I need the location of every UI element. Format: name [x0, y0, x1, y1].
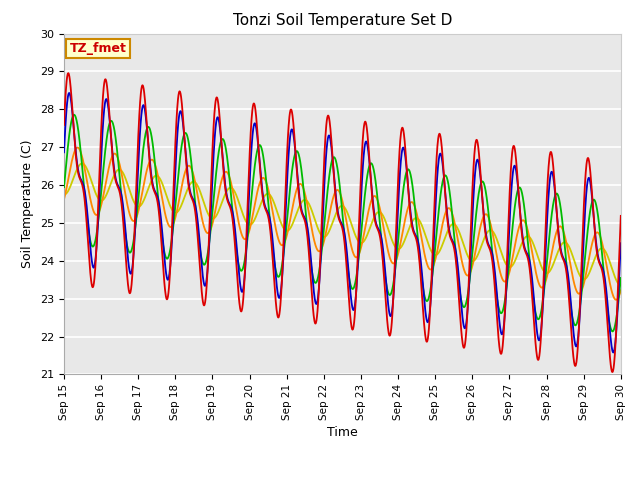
-16cm — [617, 288, 625, 293]
-8cm — [609, 328, 616, 334]
-32cm — [371, 213, 379, 219]
-16cm — [216, 186, 223, 192]
-8cm — [70, 112, 78, 118]
-8cm — [504, 268, 512, 274]
-8cm — [568, 311, 575, 317]
-4cm — [65, 90, 73, 96]
-4cm — [359, 167, 367, 173]
-8cm — [617, 275, 625, 281]
X-axis label: Time: Time — [327, 426, 358, 439]
-2cm — [371, 217, 379, 223]
-16cm — [584, 264, 591, 270]
-8cm — [584, 231, 591, 237]
-32cm — [504, 264, 512, 270]
-32cm — [78, 160, 86, 166]
-16cm — [504, 273, 512, 279]
-32cm — [359, 240, 367, 245]
Legend: -2cm, -4cm, -8cm, -16cm, -32cm: -2cm, -4cm, -8cm, -16cm, -32cm — [150, 476, 535, 480]
-4cm — [609, 349, 617, 355]
-8cm — [60, 184, 68, 190]
Line: -32cm: -32cm — [64, 163, 621, 286]
-2cm — [609, 369, 616, 375]
-4cm — [584, 180, 591, 186]
-4cm — [568, 311, 575, 316]
Line: -8cm: -8cm — [64, 115, 621, 331]
-16cm — [359, 238, 367, 243]
-2cm — [60, 122, 68, 128]
-4cm — [216, 122, 223, 128]
Y-axis label: Soil Temperature (C): Soil Temperature (C) — [22, 140, 35, 268]
-2cm — [216, 113, 223, 119]
-8cm — [216, 144, 223, 150]
-32cm — [617, 283, 625, 288]
-2cm — [584, 156, 591, 162]
-16cm — [371, 193, 379, 199]
Line: -4cm: -4cm — [64, 93, 621, 352]
-4cm — [60, 149, 68, 155]
-4cm — [617, 240, 625, 246]
-16cm — [612, 297, 620, 303]
-32cm — [584, 274, 591, 279]
-32cm — [216, 206, 223, 212]
Line: -2cm: -2cm — [64, 73, 621, 372]
Line: -16cm: -16cm — [64, 147, 621, 300]
-32cm — [568, 251, 575, 256]
-2cm — [568, 336, 575, 341]
-4cm — [371, 214, 379, 219]
-16cm — [568, 269, 575, 275]
-8cm — [359, 215, 367, 220]
Title: Tonzi Soil Temperature Set D: Tonzi Soil Temperature Set D — [233, 13, 452, 28]
-16cm — [74, 144, 81, 150]
-32cm — [60, 192, 68, 197]
-2cm — [504, 221, 512, 227]
-2cm — [617, 213, 625, 219]
-2cm — [65, 70, 72, 76]
-16cm — [60, 196, 68, 202]
-2cm — [359, 138, 367, 144]
Text: TZ_fmet: TZ_fmet — [70, 42, 127, 55]
-8cm — [371, 173, 379, 179]
-4cm — [504, 245, 512, 251]
